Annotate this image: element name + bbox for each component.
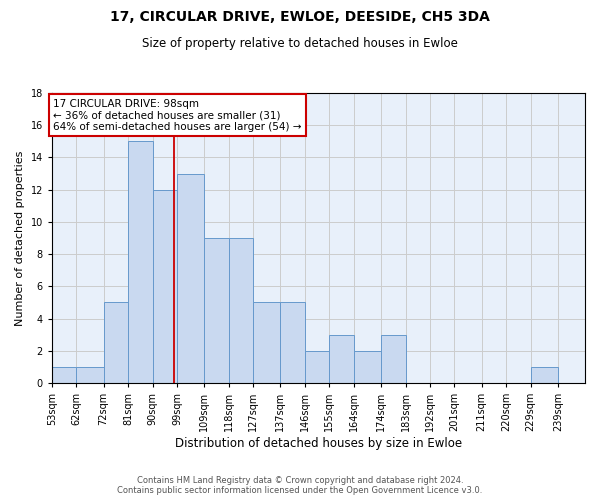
Bar xyxy=(152,190,177,383)
Bar xyxy=(128,142,152,383)
Bar xyxy=(530,367,558,383)
Text: 17, CIRCULAR DRIVE, EWLOE, DEESIDE, CH5 3DA: 17, CIRCULAR DRIVE, EWLOE, DEESIDE, CH5 … xyxy=(110,10,490,24)
Bar xyxy=(305,351,329,383)
Y-axis label: Number of detached properties: Number of detached properties xyxy=(15,150,25,326)
Bar xyxy=(104,302,128,383)
Bar xyxy=(204,238,229,383)
Text: 17 CIRCULAR DRIVE: 98sqm
← 36% of detached houses are smaller (31)
64% of semi-d: 17 CIRCULAR DRIVE: 98sqm ← 36% of detach… xyxy=(53,98,302,132)
Bar xyxy=(177,174,204,383)
X-axis label: Distribution of detached houses by size in Ewloe: Distribution of detached houses by size … xyxy=(175,437,462,450)
Bar xyxy=(280,302,305,383)
Text: Size of property relative to detached houses in Ewloe: Size of property relative to detached ho… xyxy=(142,38,458,51)
Bar xyxy=(381,334,406,383)
Bar xyxy=(354,351,381,383)
Bar xyxy=(76,367,104,383)
Bar xyxy=(229,238,253,383)
Text: Contains HM Land Registry data © Crown copyright and database right 2024.
Contai: Contains HM Land Registry data © Crown c… xyxy=(118,476,482,495)
Bar xyxy=(253,302,280,383)
Bar xyxy=(52,367,76,383)
Bar xyxy=(329,334,354,383)
